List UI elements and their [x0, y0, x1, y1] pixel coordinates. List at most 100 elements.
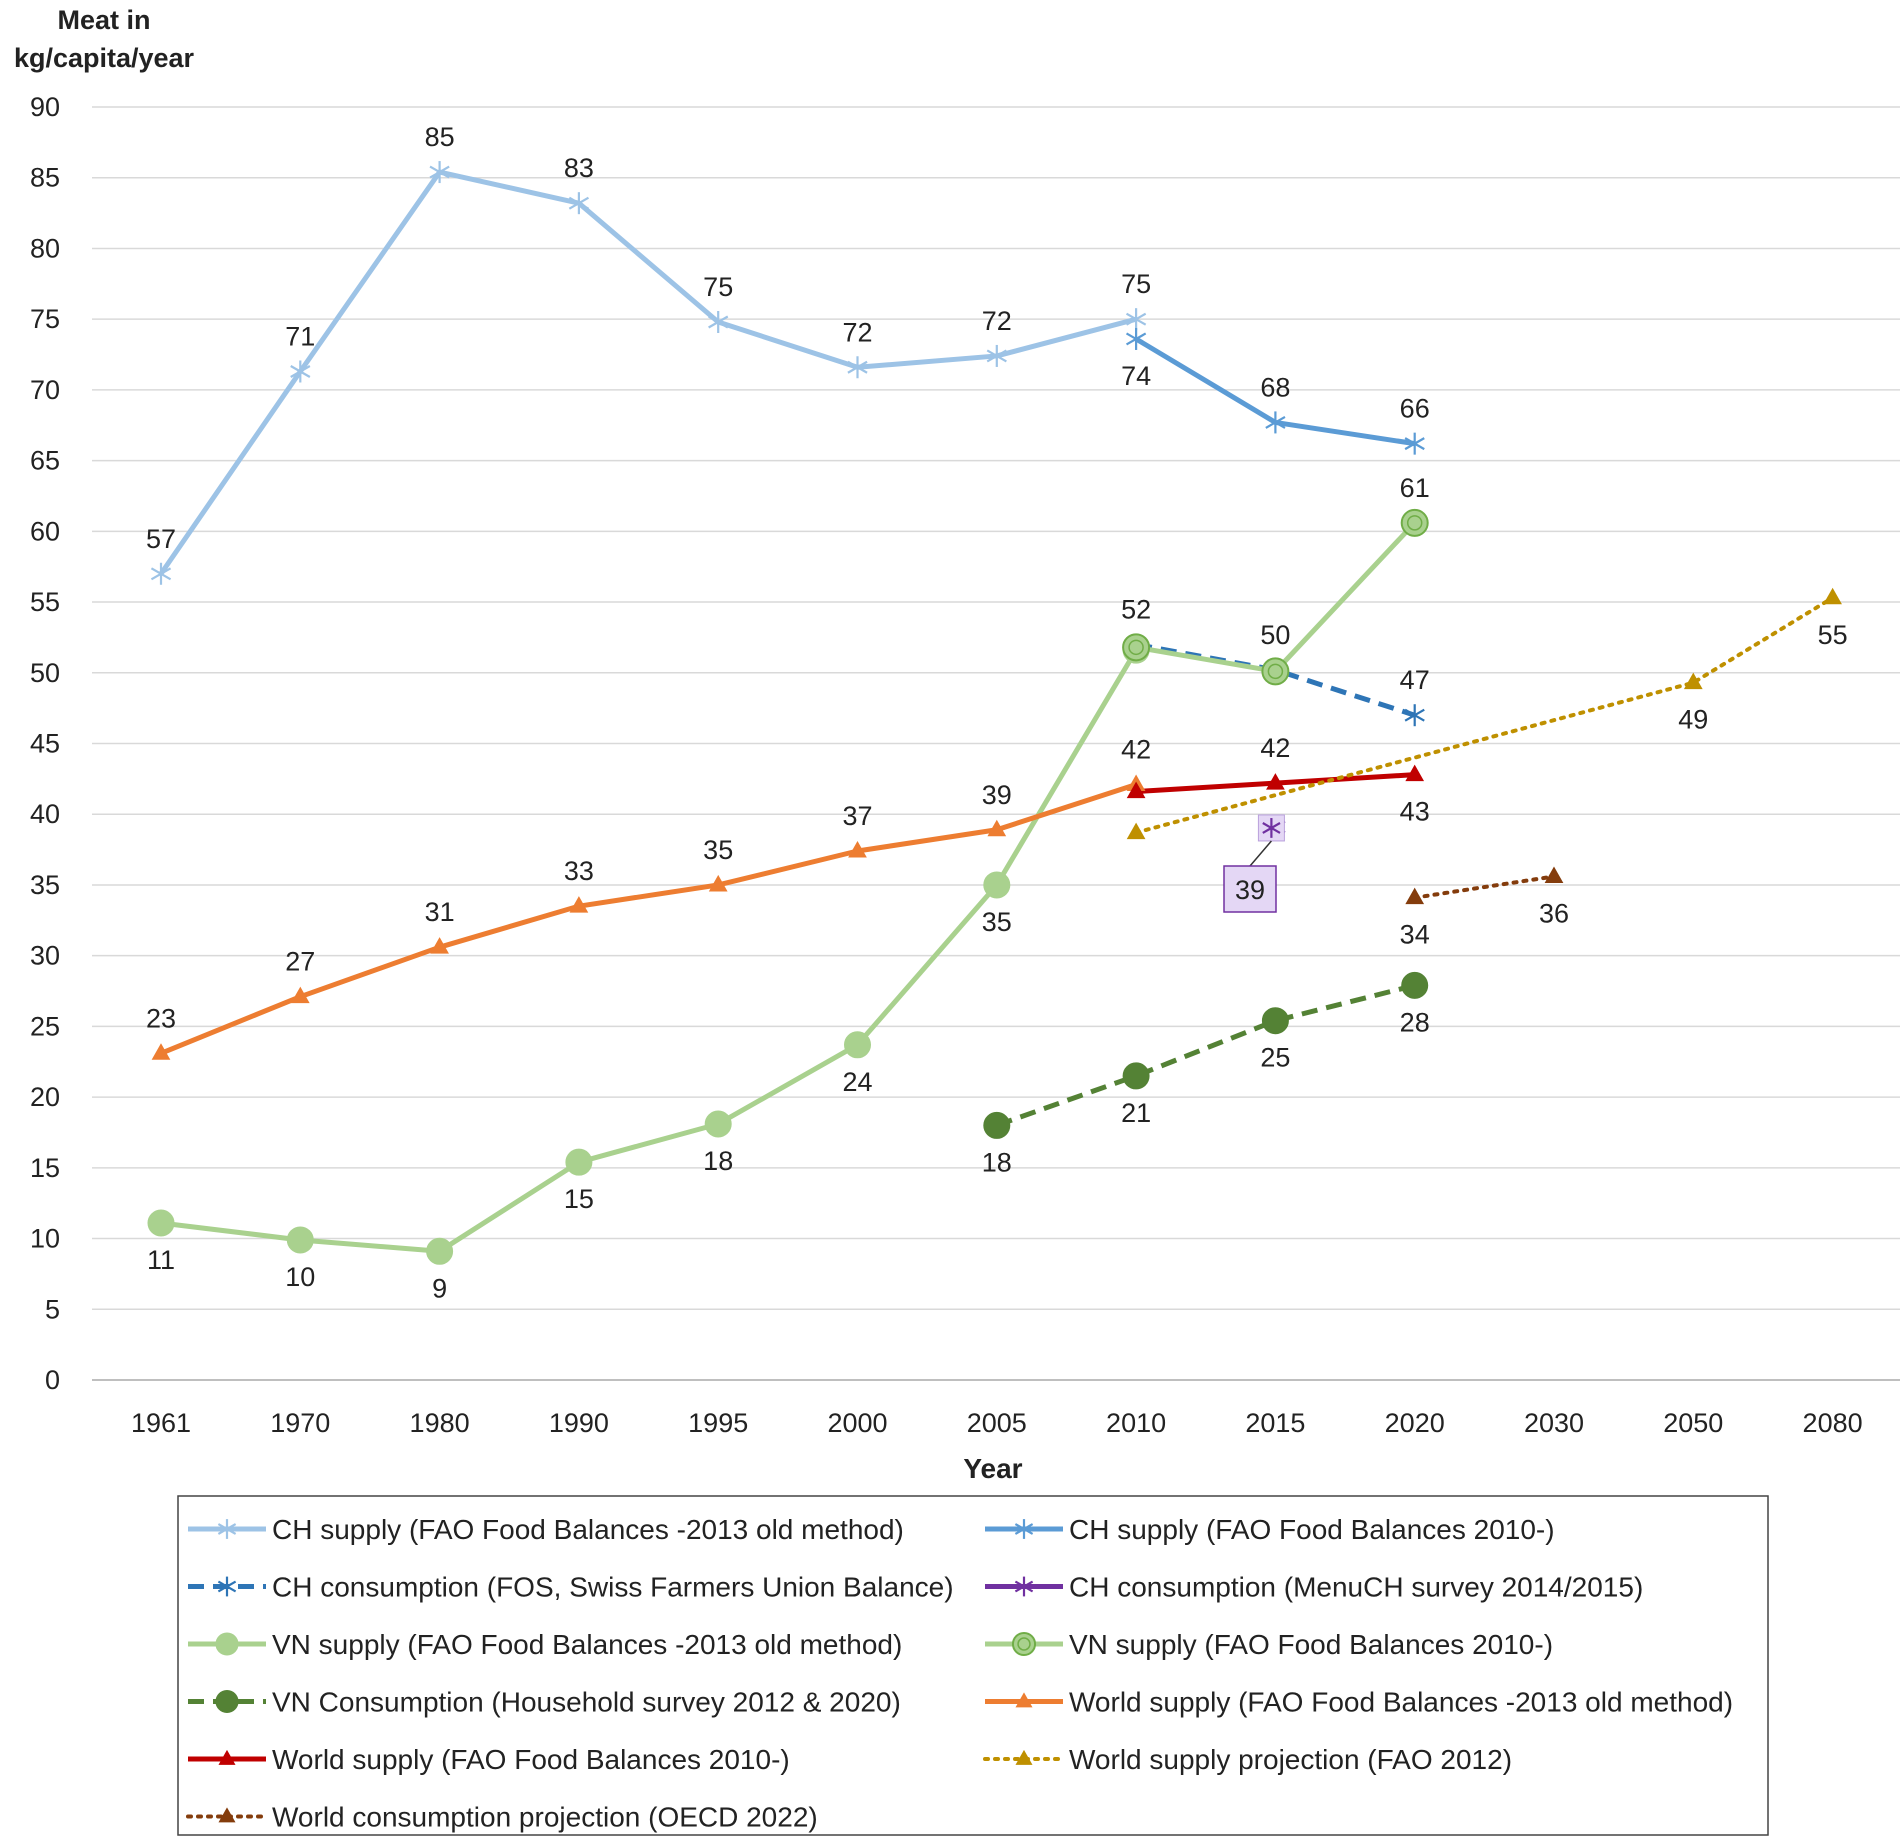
point-7-5 [848, 840, 867, 858]
y-tick-label: 0 [45, 1365, 60, 1395]
y-tick-label: 5 [45, 1294, 60, 1324]
data-label: 39 [982, 780, 1012, 810]
point-2-2 [1404, 704, 1425, 727]
data-label: 9 [432, 1273, 447, 1303]
legend-label: CH supply (FAO Food Balances -2013 old m… [272, 1514, 904, 1545]
marker-stroke [150, 567, 172, 581]
data-label: 85 [425, 122, 455, 152]
marker-ring-inner [1406, 515, 1423, 531]
data-label: 35 [703, 835, 733, 865]
gridlines [92, 106, 1900, 1381]
marker-triangle [1015, 1692, 1033, 1708]
data-label: 24 [842, 1067, 872, 1097]
series-line-9 [1134, 595, 1835, 835]
y-axis-title: Meat in kg/capita/year [14, 5, 195, 73]
data-label: 21 [1121, 1098, 1151, 1128]
data-label: 50 [1260, 620, 1290, 650]
y-axis-title-line-1: Meat in [57, 5, 150, 35]
y-tick-label: 55 [30, 587, 60, 617]
marker-circle [215, 1632, 239, 1656]
x-tick-label: 1990 [549, 1408, 609, 1438]
point-4-4 [704, 1110, 732, 1138]
point-6-3 [1401, 971, 1429, 999]
y-axis-title-line-2: kg/capita/year [14, 43, 195, 73]
point-6-1 [1122, 1062, 1150, 1090]
x-tick-label: 1995 [688, 1408, 748, 1438]
marker-ring-inner [1128, 639, 1144, 656]
point-5-2 [1400, 508, 1429, 537]
marker-ring-outer [1122, 633, 1151, 662]
marker-triangle [218, 1749, 236, 1765]
x-axis-ticks: 1961 1970 1980 1990 1995 2000 2005 2010 2015 2020… [131, 1408, 1863, 1438]
x-tick-label: 2010 [1106, 1408, 1166, 1438]
marker-stroke [1404, 708, 1425, 722]
point-0-1 [290, 360, 311, 383]
data-label: 75 [703, 272, 733, 302]
point-10-0 [1405, 887, 1425, 905]
data-label: 34 [1400, 920, 1430, 950]
point-0-6 [986, 344, 1007, 367]
x-tick-label: 2000 [827, 1408, 887, 1438]
series-line-10 [1412, 874, 1556, 900]
legend-item: World supply (FAO Food Balances 2010-) [188, 1744, 790, 1775]
data-label: 42 [1121, 735, 1151, 765]
point-0-7 [1125, 308, 1147, 331]
x-tick-label: 2050 [1663, 1408, 1723, 1438]
data-label: 27 [285, 947, 315, 977]
point-4-5 [844, 1031, 871, 1059]
y-tick-label: 25 [30, 1011, 60, 1041]
y-tick-label: 10 [30, 1224, 60, 1254]
series-markers [147, 161, 1842, 1265]
marker-stroke [847, 360, 868, 374]
legend-item: VN Consumption (Household survey 2012 & … [188, 1687, 901, 1718]
legend-label: CH consumption (FOS, Swiss Farmers Union… [272, 1572, 954, 1603]
point-6-2 [1261, 1007, 1289, 1035]
legend-label: World supply (FAO Food Balances 2010-) [272, 1744, 790, 1775]
point-6-0 [983, 1111, 1011, 1139]
y-tick-label: 20 [30, 1082, 60, 1112]
y-tick-label: 75 [30, 304, 60, 334]
series-line-0 [158, 169, 1137, 576]
marker-stroke [290, 365, 311, 378]
data-label: 52 [1121, 594, 1151, 624]
marker-ring-inner [1017, 1637, 1031, 1651]
point-4-6 [983, 871, 1011, 899]
legend-item: CH consumption (MenuCH survey 2014/2015) [985, 1572, 1643, 1603]
data-label: 43 [1400, 797, 1430, 827]
y-tick-label: 40 [30, 799, 60, 829]
x-axis-title: Year [963, 1453, 1022, 1484]
point-8-2 [1405, 764, 1425, 782]
point-0-0 [150, 562, 172, 585]
data-label: 39 [1235, 875, 1265, 905]
data-label: 33 [564, 856, 594, 886]
marker-stroke [1014, 1580, 1034, 1593]
data-label: 10 [285, 1262, 315, 1292]
legend-label: World consumption projection (OECD 2022) [272, 1802, 818, 1833]
x-tick-label: 1961 [131, 1408, 191, 1438]
x-tick-label: 2080 [1803, 1408, 1863, 1438]
legend-label: CH supply (FAO Food Balances 2010-) [1069, 1514, 1555, 1545]
data-label: 11 [147, 1245, 175, 1275]
marker-star [1262, 818, 1281, 838]
data-labels: 57 71 85 83 75 72 72 75 74 68 66 52 50 47 39 11 10 9 15 18 2… [146, 122, 1848, 1303]
marker-star [1014, 1576, 1034, 1597]
legend-item: VN supply (FAO Food Balances 2010-) [985, 1629, 1553, 1660]
marker-stroke [1125, 312, 1147, 326]
point-0-2 [429, 161, 450, 184]
x-tick-label: 2005 [967, 1408, 1027, 1438]
point-9-0 [1126, 822, 1146, 840]
y-tick-label: 90 [30, 92, 60, 122]
y-tick-label: 15 [30, 1153, 60, 1183]
point-9-1 [1683, 672, 1703, 690]
x-tick-label: 2015 [1245, 1408, 1305, 1438]
callout-leader [1249, 840, 1272, 867]
point-1-1 [1265, 411, 1286, 434]
data-label: 49 [1678, 705, 1708, 735]
data-label: 66 [1400, 394, 1430, 424]
data-label: 74 [1121, 361, 1151, 391]
legend-item: World consumption projection (OECD 2022) [186, 1802, 818, 1833]
marker-stroke [1125, 332, 1147, 346]
legend-label: VN Consumption (Household survey 2012 & … [272, 1687, 901, 1718]
legend-item: VN supply (FAO Food Balances -2013 old m… [188, 1629, 902, 1660]
